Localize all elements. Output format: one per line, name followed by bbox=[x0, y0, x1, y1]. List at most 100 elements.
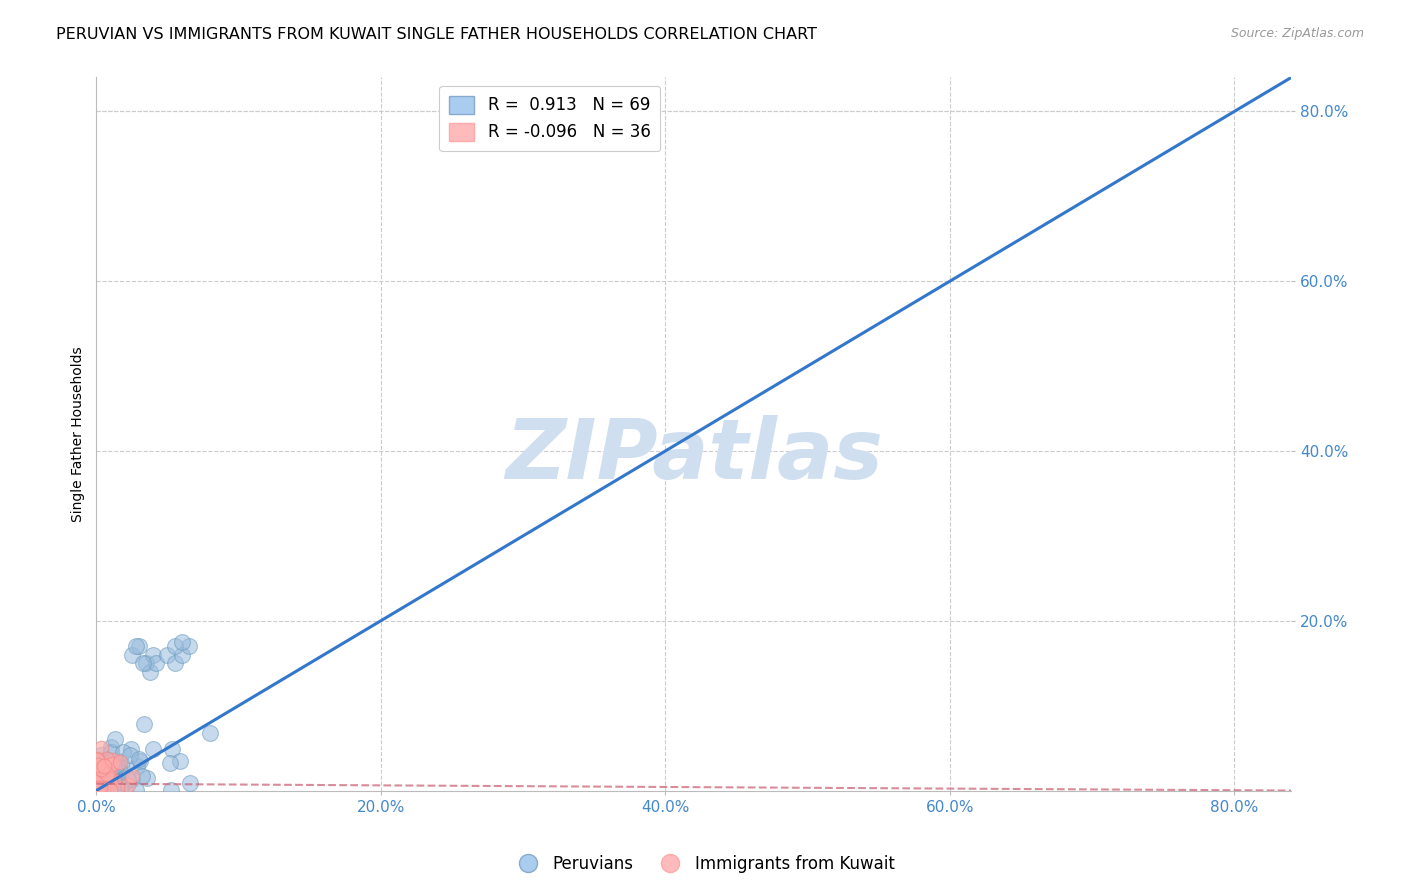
Point bbox=[91, 781, 114, 796]
Point bbox=[104, 732, 127, 747]
Point bbox=[125, 782, 148, 797]
Point bbox=[94, 772, 117, 787]
Point bbox=[170, 648, 193, 662]
Point bbox=[103, 782, 125, 797]
Point bbox=[110, 756, 132, 771]
Point bbox=[170, 635, 193, 649]
Point bbox=[107, 773, 129, 788]
Point bbox=[91, 763, 114, 777]
Point bbox=[90, 763, 112, 777]
Point bbox=[125, 759, 148, 773]
Point bbox=[100, 764, 122, 778]
Point bbox=[160, 741, 183, 756]
Point bbox=[87, 778, 110, 792]
Point bbox=[105, 759, 128, 773]
Point bbox=[87, 780, 110, 795]
Point bbox=[128, 751, 150, 765]
Point bbox=[105, 780, 128, 795]
Y-axis label: Single Father Households: Single Father Households bbox=[72, 346, 86, 522]
Point bbox=[114, 782, 136, 797]
Point bbox=[89, 774, 111, 789]
Point bbox=[132, 656, 155, 670]
Point bbox=[169, 754, 191, 768]
Point bbox=[108, 763, 131, 777]
Point bbox=[136, 771, 159, 785]
Point bbox=[86, 771, 108, 785]
Point bbox=[86, 752, 108, 766]
Point bbox=[111, 745, 134, 759]
Point bbox=[87, 770, 110, 784]
Point bbox=[87, 782, 110, 797]
Point bbox=[177, 639, 200, 653]
Point bbox=[86, 753, 108, 767]
Point bbox=[121, 769, 143, 783]
Legend: Peruvians, Immigrants from Kuwait: Peruvians, Immigrants from Kuwait bbox=[505, 848, 901, 880]
Point bbox=[107, 754, 129, 768]
Point bbox=[87, 778, 110, 792]
Legend: R =  0.913   N = 69, R = -0.096   N = 36: R = 0.913 N = 69, R = -0.096 N = 36 bbox=[439, 86, 661, 152]
Point bbox=[86, 760, 108, 774]
Point bbox=[96, 767, 118, 781]
Point bbox=[100, 782, 122, 797]
Point bbox=[107, 758, 129, 772]
Text: PERUVIAN VS IMMIGRANTS FROM KUWAIT SINGLE FATHER HOUSEHOLDS CORRELATION CHART: PERUVIAN VS IMMIGRANTS FROM KUWAIT SINGL… bbox=[56, 27, 817, 42]
Point bbox=[117, 778, 139, 792]
Point bbox=[87, 772, 110, 786]
Point bbox=[125, 639, 148, 653]
Point bbox=[96, 752, 118, 766]
Point bbox=[87, 777, 110, 791]
Point bbox=[100, 782, 122, 797]
Point bbox=[93, 758, 115, 772]
Point bbox=[100, 739, 122, 754]
Point bbox=[100, 772, 122, 787]
Point bbox=[93, 782, 115, 797]
Point bbox=[159, 756, 181, 770]
Point bbox=[89, 780, 111, 795]
Point bbox=[86, 781, 108, 796]
Point bbox=[98, 765, 121, 780]
Point bbox=[101, 753, 124, 767]
Point bbox=[121, 648, 143, 662]
Point bbox=[94, 752, 117, 766]
Point bbox=[97, 772, 120, 787]
Point bbox=[142, 648, 165, 662]
Text: ZIPatlas: ZIPatlas bbox=[505, 415, 883, 496]
Point bbox=[90, 748, 112, 763]
Point bbox=[93, 764, 115, 779]
Point bbox=[91, 756, 114, 770]
Point bbox=[108, 780, 131, 795]
Point bbox=[142, 741, 165, 756]
Point bbox=[86, 758, 108, 772]
Point bbox=[86, 772, 108, 786]
Point bbox=[128, 639, 150, 653]
Point bbox=[179, 776, 201, 790]
Point bbox=[87, 782, 110, 797]
Point bbox=[98, 758, 121, 772]
Point bbox=[131, 769, 153, 783]
Point bbox=[156, 648, 179, 662]
Point bbox=[93, 782, 115, 797]
Point bbox=[87, 782, 110, 797]
Point bbox=[98, 782, 121, 797]
Point bbox=[101, 782, 124, 797]
Point bbox=[139, 665, 162, 679]
Point bbox=[135, 656, 157, 670]
Point bbox=[101, 772, 124, 787]
Point bbox=[103, 770, 125, 784]
Point bbox=[160, 782, 183, 797]
Point bbox=[90, 740, 112, 755]
Point bbox=[103, 759, 125, 773]
Point bbox=[100, 745, 122, 759]
Point bbox=[163, 656, 186, 670]
Point bbox=[132, 717, 155, 731]
Point bbox=[198, 726, 221, 740]
Text: Source: ZipAtlas.com: Source: ZipAtlas.com bbox=[1230, 27, 1364, 40]
Point bbox=[121, 772, 143, 786]
Point bbox=[91, 765, 114, 780]
Point bbox=[110, 766, 132, 780]
Point bbox=[128, 754, 150, 768]
Point bbox=[104, 782, 127, 797]
Point bbox=[96, 782, 118, 797]
Point bbox=[145, 656, 167, 670]
Point bbox=[101, 756, 124, 771]
